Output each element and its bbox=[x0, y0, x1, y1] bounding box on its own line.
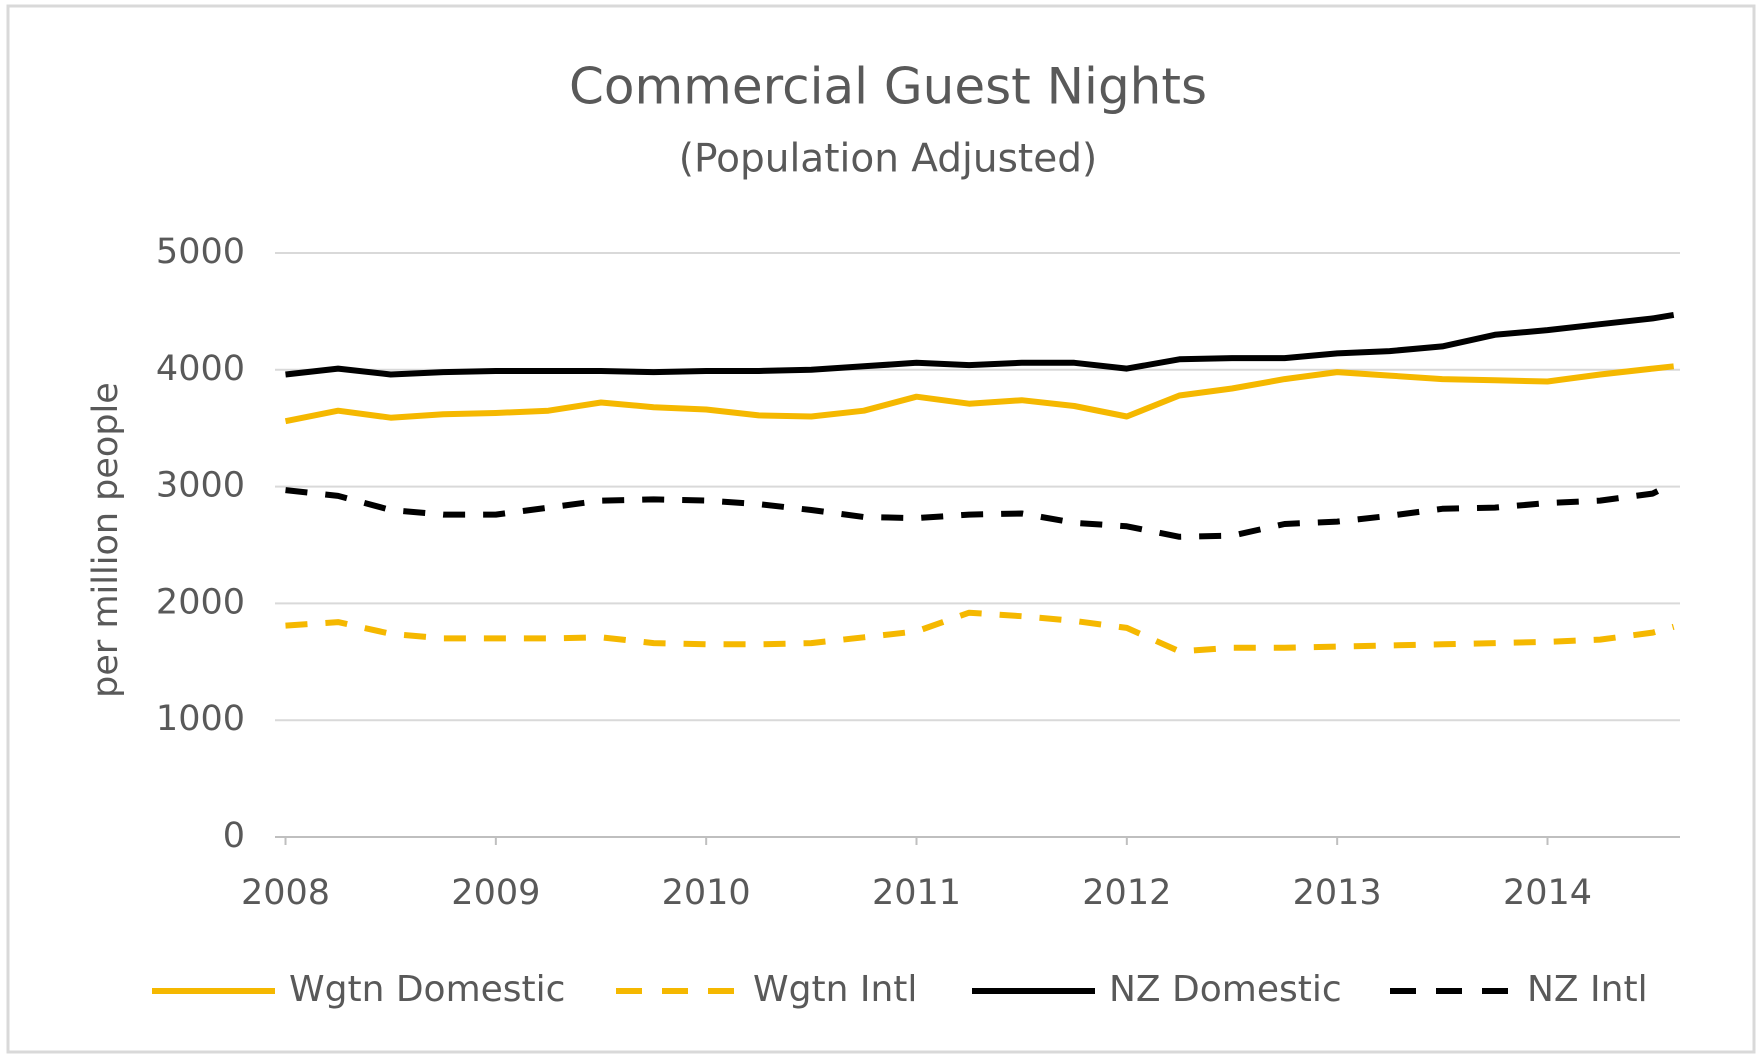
x-tick-label: 2008 bbox=[241, 873, 330, 913]
chart-title: Commercial Guest Nights bbox=[569, 58, 1207, 116]
series-line bbox=[284, 363, 1675, 425]
legend-label: Wgtn Intl bbox=[753, 969, 917, 1010]
series-line bbox=[285, 311, 1675, 378]
y-tick-label: 1000 bbox=[156, 699, 245, 739]
chart-border bbox=[6, 4, 1756, 1054]
y-tick-label: 4000 bbox=[156, 349, 245, 389]
y-axis-label: per million people bbox=[86, 382, 126, 698]
legend-label: Wgtn Domestic bbox=[289, 969, 565, 1010]
y-tick-label: 2000 bbox=[156, 582, 245, 622]
x-tick-label: 2013 bbox=[1293, 873, 1382, 913]
x-tick-label: 2011 bbox=[872, 873, 961, 913]
y-tick-label: 3000 bbox=[156, 466, 245, 506]
y-tick-label: 5000 bbox=[156, 232, 245, 272]
y-tick-label: 0 bbox=[223, 816, 245, 856]
legend-label: NZ Domestic bbox=[1109, 969, 1342, 1010]
x-tick-label: 2009 bbox=[451, 873, 540, 913]
x-tick-label: 2012 bbox=[1082, 873, 1171, 913]
x-tick-label: 2014 bbox=[1503, 873, 1592, 913]
legend-label: NZ Intl bbox=[1527, 969, 1648, 1010]
chart-subtitle: (Population Adjusted) bbox=[679, 137, 1097, 182]
x-tick-label: 2010 bbox=[662, 873, 751, 913]
